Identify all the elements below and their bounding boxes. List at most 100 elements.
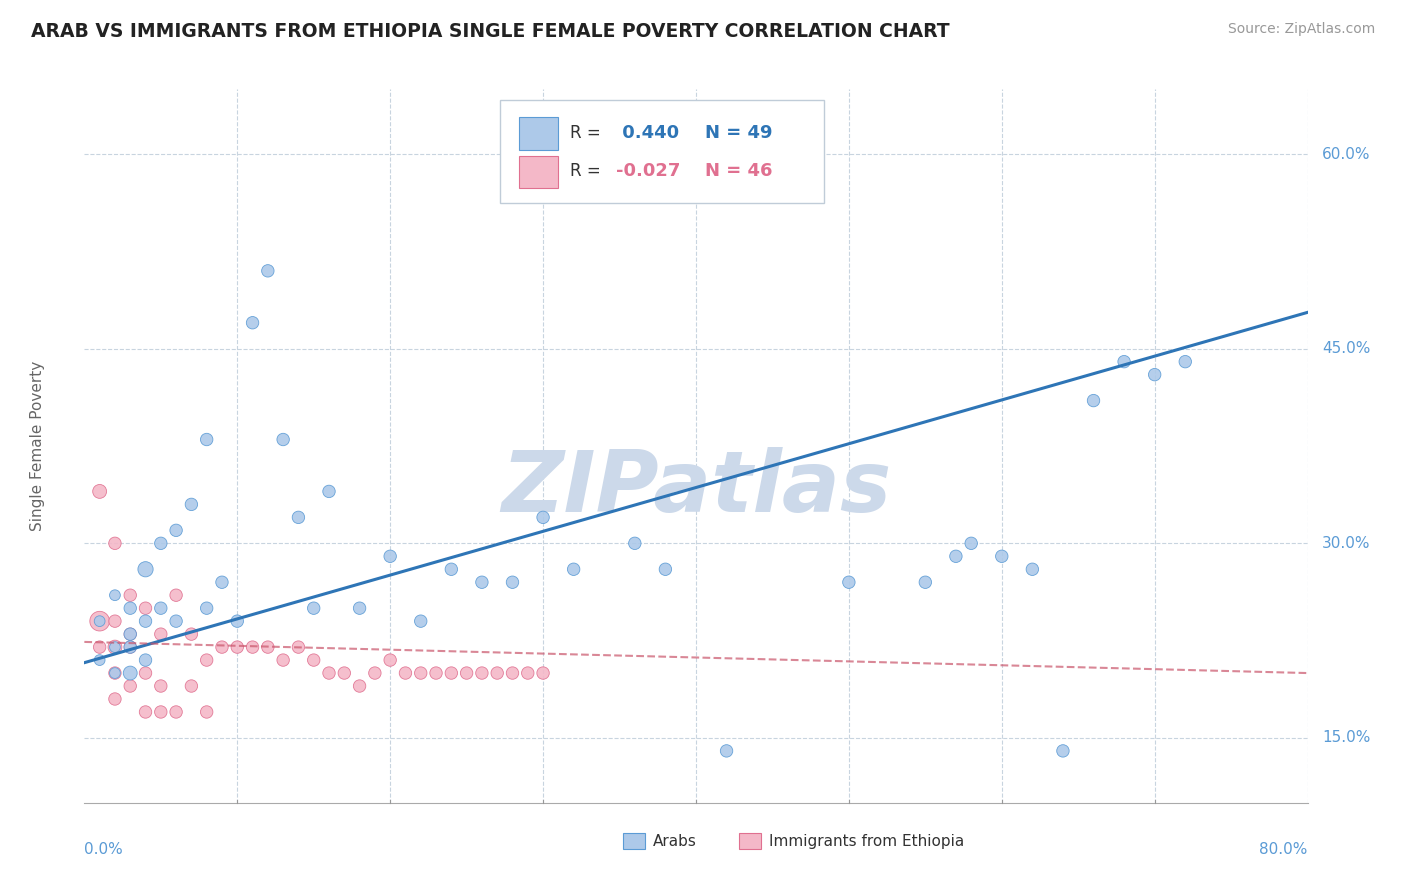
- Point: [242, 316, 264, 330]
- Point: [945, 549, 967, 564]
- Point: [195, 705, 218, 719]
- Point: [104, 692, 127, 706]
- FancyBboxPatch shape: [519, 117, 558, 150]
- Point: [349, 601, 371, 615]
- Point: [486, 666, 509, 681]
- Point: [89, 614, 111, 628]
- Text: R =: R =: [569, 125, 606, 143]
- Point: [120, 588, 142, 602]
- Text: 80.0%: 80.0%: [1260, 842, 1308, 857]
- Point: [502, 666, 524, 681]
- Point: [104, 536, 127, 550]
- Point: [302, 653, 325, 667]
- Point: [89, 484, 111, 499]
- Point: [135, 601, 157, 615]
- Text: 0.440: 0.440: [616, 125, 679, 143]
- Point: [531, 666, 554, 681]
- Point: [471, 575, 494, 590]
- Point: [89, 640, 111, 654]
- Bar: [623, 833, 644, 849]
- Point: [120, 679, 142, 693]
- Point: [89, 614, 111, 628]
- Point: [165, 705, 187, 719]
- Point: [104, 640, 127, 654]
- Point: [104, 640, 127, 654]
- Point: [165, 524, 187, 538]
- Point: [120, 627, 142, 641]
- Text: Immigrants from Ethiopia: Immigrants from Ethiopia: [769, 834, 965, 849]
- Point: [333, 666, 356, 681]
- Point: [104, 666, 127, 681]
- Text: N = 46: N = 46: [704, 162, 772, 180]
- Point: [226, 640, 249, 654]
- Point: [380, 549, 402, 564]
- Text: N = 49: N = 49: [704, 125, 772, 143]
- Point: [180, 679, 202, 693]
- Point: [271, 433, 294, 447]
- Point: [135, 653, 157, 667]
- Point: [104, 588, 127, 602]
- Text: ARAB VS IMMIGRANTS FROM ETHIOPIA SINGLE FEMALE POVERTY CORRELATION CHART: ARAB VS IMMIGRANTS FROM ETHIOPIA SINGLE …: [31, 22, 949, 41]
- Point: [1143, 368, 1166, 382]
- Point: [195, 433, 218, 447]
- Point: [165, 588, 187, 602]
- Point: [89, 653, 111, 667]
- Point: [1052, 744, 1074, 758]
- Point: [531, 510, 554, 524]
- Point: [120, 601, 142, 615]
- Point: [149, 536, 172, 550]
- Point: [257, 264, 280, 278]
- Point: [318, 484, 340, 499]
- Point: [471, 666, 494, 681]
- Point: [562, 562, 585, 576]
- Point: [104, 614, 127, 628]
- Point: [149, 679, 172, 693]
- Point: [149, 627, 172, 641]
- Text: Source: ZipAtlas.com: Source: ZipAtlas.com: [1227, 22, 1375, 37]
- Point: [242, 640, 264, 654]
- Point: [425, 666, 447, 681]
- Point: [409, 614, 432, 628]
- Point: [135, 562, 157, 576]
- Point: [1083, 393, 1105, 408]
- Point: [211, 640, 233, 654]
- Point: [1174, 354, 1197, 368]
- Point: [1114, 354, 1136, 368]
- Point: [271, 653, 294, 667]
- Text: 15.0%: 15.0%: [1322, 731, 1371, 746]
- Point: [195, 601, 218, 615]
- Point: [135, 705, 157, 719]
- Point: [380, 653, 402, 667]
- Point: [502, 575, 524, 590]
- Text: 0.0%: 0.0%: [84, 842, 124, 857]
- Point: [165, 614, 187, 628]
- Point: [104, 666, 127, 681]
- Point: [960, 536, 983, 550]
- Point: [149, 705, 172, 719]
- Point: [409, 666, 432, 681]
- Point: [257, 640, 280, 654]
- Point: [149, 601, 172, 615]
- Text: Single Female Poverty: Single Female Poverty: [31, 361, 45, 531]
- Point: [318, 666, 340, 681]
- Text: Arabs: Arabs: [654, 834, 697, 849]
- Point: [287, 640, 309, 654]
- Point: [1021, 562, 1043, 576]
- Point: [456, 666, 478, 681]
- Bar: [738, 833, 761, 849]
- Text: 30.0%: 30.0%: [1322, 536, 1371, 550]
- Point: [440, 562, 463, 576]
- Point: [120, 627, 142, 641]
- Text: 45.0%: 45.0%: [1322, 342, 1371, 356]
- Point: [135, 614, 157, 628]
- Point: [716, 744, 738, 758]
- Point: [135, 666, 157, 681]
- Point: [440, 666, 463, 681]
- FancyBboxPatch shape: [519, 155, 558, 188]
- Point: [120, 640, 142, 654]
- Point: [226, 614, 249, 628]
- Point: [180, 627, 202, 641]
- Point: [838, 575, 860, 590]
- Text: -0.027: -0.027: [616, 162, 681, 180]
- Point: [180, 497, 202, 511]
